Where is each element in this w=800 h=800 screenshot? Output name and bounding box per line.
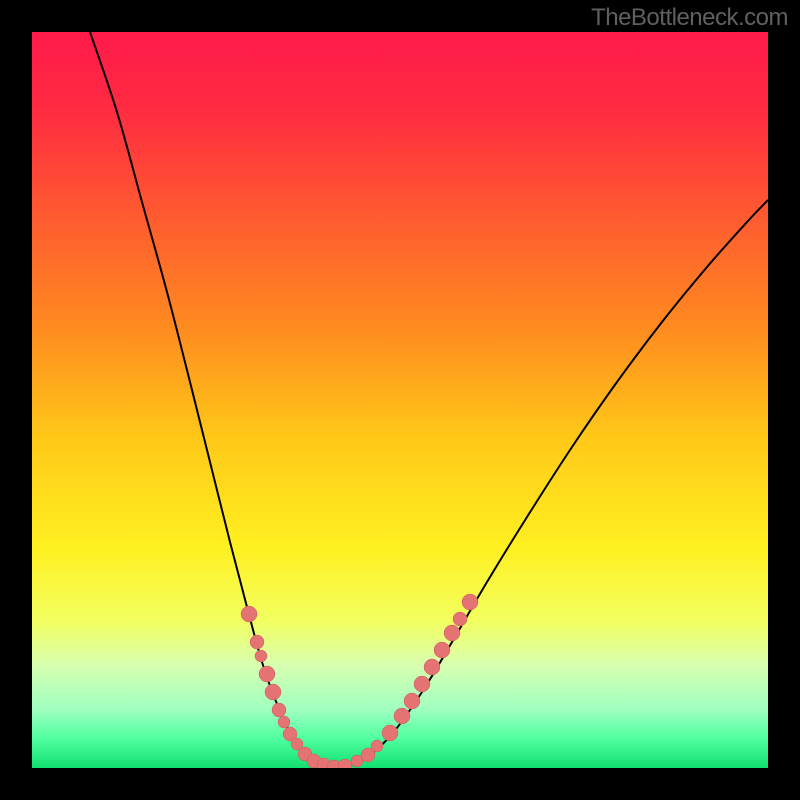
data-point bbox=[404, 693, 420, 709]
chart-svg bbox=[32, 32, 768, 768]
data-point bbox=[434, 642, 450, 658]
plot-area bbox=[32, 32, 768, 768]
data-point bbox=[241, 606, 257, 622]
data-point bbox=[453, 612, 467, 626]
data-point bbox=[394, 708, 410, 724]
chart-frame: TheBottleneck.com bbox=[0, 0, 800, 800]
watermark-text: TheBottleneck.com bbox=[591, 4, 788, 32]
data-point bbox=[414, 676, 430, 692]
data-point bbox=[462, 594, 478, 610]
data-point bbox=[250, 635, 264, 649]
data-point bbox=[265, 684, 281, 700]
data-point bbox=[259, 666, 275, 682]
data-point bbox=[382, 725, 398, 741]
data-point bbox=[424, 659, 440, 675]
gradient-background bbox=[32, 32, 768, 768]
data-point bbox=[444, 625, 460, 641]
data-point bbox=[371, 740, 383, 752]
data-point bbox=[278, 716, 290, 728]
data-point bbox=[255, 650, 267, 662]
data-point bbox=[272, 703, 286, 717]
